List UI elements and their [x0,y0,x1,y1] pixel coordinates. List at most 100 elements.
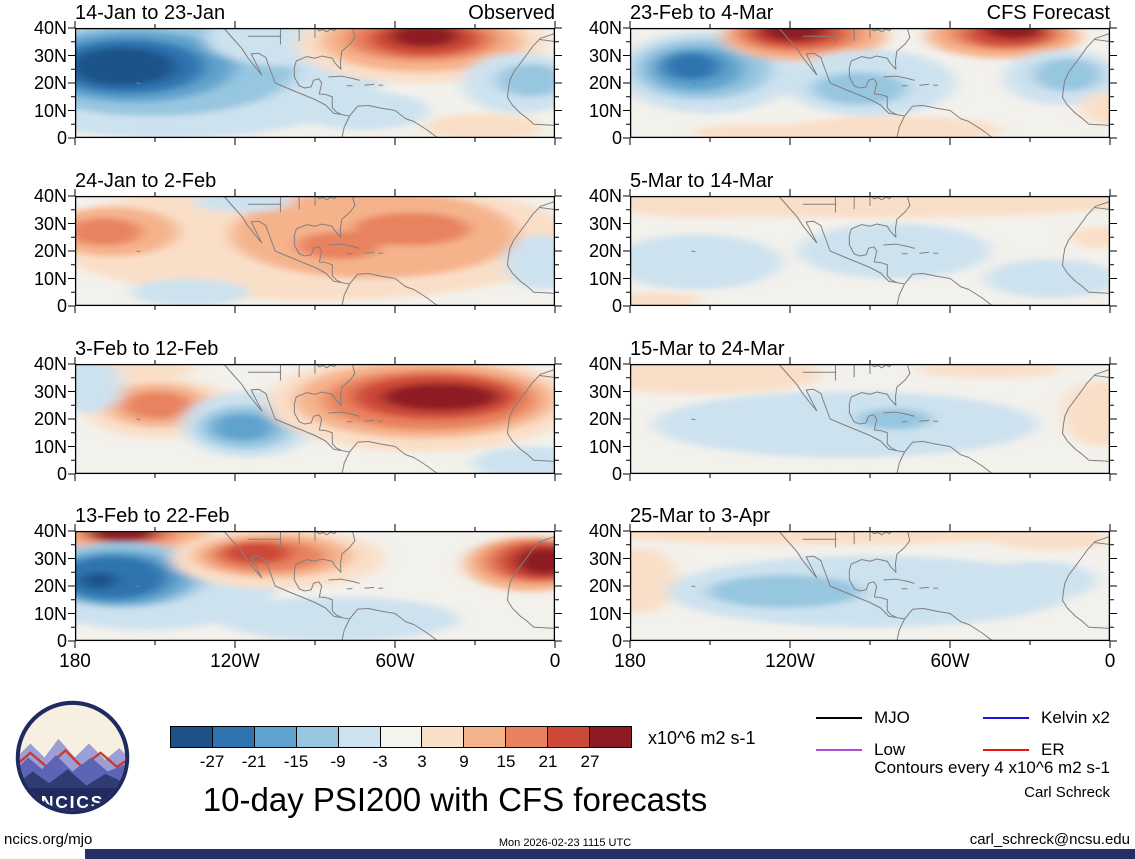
panel-title: 3-Feb to 12-Feb [75,338,219,360]
x-tick-label: 180 [59,651,91,672]
colorbar-tick-label: -15 [283,752,309,771]
map-panel [68,357,562,481]
legend-item-kelvin: Kelvin x2 [983,708,1110,728]
er-line-swatch [983,748,1029,752]
y-tick-label: 0 [56,128,67,148]
colorbar-cell [337,727,380,747]
y-tick-label: 10N [33,100,67,121]
x-tick-label: 180 [614,651,646,672]
y-tick-label: 10N [588,603,622,624]
y-tick-label: 30N [588,213,622,234]
legend-item-low: Low [816,740,905,760]
logo-text: NCICS [41,792,104,812]
colorbar-tick-label: 21 [538,752,558,771]
y-tick-label: 0 [611,296,622,316]
contours-note: Contours every 4 x10^6 m2 s-1 [874,758,1110,777]
y-tick-label: 0 [611,631,622,651]
y-tick-label: 10N [588,268,622,289]
email-text: carl_schreck@ncsu.edu [969,831,1130,848]
legend-label: MJO [874,708,910,727]
x-tick-label: 60W [930,651,970,672]
y-tick-label: 20N [588,409,622,429]
y-tick-label: 20N [33,409,67,429]
x-tick-label: 0 [1104,651,1116,672]
y-tick-label: 20N [588,73,622,93]
y-tick-label: 40N [33,18,67,38]
y-tick-label: 30N [588,548,622,569]
credit-text: Carl Schreck [1024,784,1110,801]
legend-label: ER [1041,740,1065,759]
colorbar-tick-label: 27 [580,752,600,771]
map-panel [68,21,562,145]
map-panel [623,21,1117,145]
panel-title: 25-Mar to 3-Apr [630,505,771,527]
website-text: ncics.org/mjo [4,831,93,848]
y-tick-label: 10N [33,268,67,289]
legend-label: Low [874,740,906,759]
colorbar-cell [211,727,254,747]
legend-label: Kelvin x2 [1041,708,1110,727]
y-tick-label: 30N [588,45,622,66]
colorbar-cell [463,727,506,747]
y-tick-label: 40N [588,18,622,38]
y-tick-label: 30N [33,548,67,569]
colorbar-tick-label: -21 [241,752,267,771]
panel-type-label: Observed [468,2,555,24]
colorbar-cell [421,727,464,747]
figure-title: 10-day PSI200 with CFS forecasts [202,781,708,818]
y-tick-label: 10N [33,603,67,624]
low-line-swatch [816,748,862,752]
map-panel [68,524,562,648]
map-panel [68,189,562,313]
mjo-line-swatch [816,716,862,720]
y-tick-label: 20N [33,576,67,596]
colorbar-cell [295,727,338,747]
y-tick-label: 30N [33,45,67,66]
colorbar-tick-label: -27 [199,752,225,771]
colorbar-tick-label: 3 [417,752,427,771]
colorbar-cell [171,727,212,747]
y-tick-label: 10N [588,100,622,121]
y-tick-label: 30N [33,381,67,402]
panel-type-label: CFS Forecast [986,2,1110,24]
y-tick-label: 30N [588,381,622,402]
y-tick-label: 40N [588,354,622,374]
colorbar-cell [379,727,422,747]
x-tick-label: 120W [210,651,260,672]
legend-item-er: ER [983,740,1065,760]
colorbar-cell [253,727,296,747]
x-tick-label: 60W [375,651,415,672]
footer-bar [85,849,1135,859]
map-panel [623,189,1117,313]
y-tick-label: 40N [33,521,67,541]
y-tick-label: 0 [611,464,622,484]
panel-title: 13-Feb to 22-Feb [75,505,230,527]
map-panel [623,357,1117,481]
y-tick-label: 20N [33,241,67,261]
y-tick-label: 20N [33,73,67,93]
panel-title: 14-Jan to 23-Jan [75,2,226,24]
y-tick-label: 0 [56,296,67,316]
map-panel [623,524,1117,648]
y-tick-label: 0 [611,128,622,148]
colorbar-cell [589,727,631,747]
colorbar-tick-label: -9 [330,752,346,771]
panel-title: 23-Feb to 4-Mar [630,2,774,24]
y-tick-label: 40N [588,521,622,541]
panel-title: 5-Mar to 14-Mar [630,170,774,192]
y-tick-label: 20N [588,576,622,596]
x-tick-label: 0 [549,651,561,672]
ncics-logo: NCICS [15,700,130,815]
colorbar-tick-label: 9 [459,752,469,771]
colorbar-tick-label: 15 [496,752,516,771]
panel-title: 24-Jan to 2-Feb [75,170,217,192]
y-tick-label: 40N [33,354,67,374]
colorbar [170,726,632,748]
x-tick-label: 120W [765,651,815,672]
panel-title: 15-Mar to 24-Mar [630,338,785,360]
kelvin-line-swatch [983,716,1029,720]
y-tick-label: 40N [33,186,67,206]
colorbar-tick-label: -3 [372,752,388,771]
y-tick-label: 10N [33,436,67,457]
